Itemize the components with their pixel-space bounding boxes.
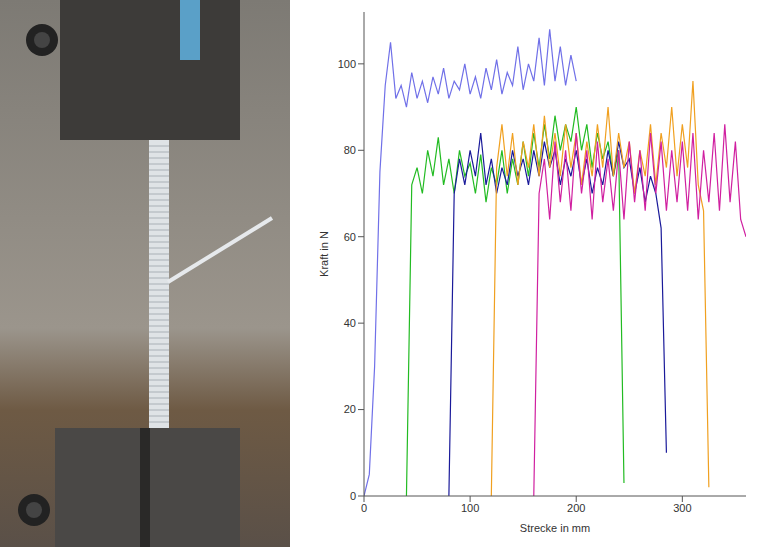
svg-text:20: 20 [344, 403, 356, 415]
svg-text:40: 40 [344, 317, 356, 329]
svg-text:80: 80 [344, 144, 356, 156]
svg-text:200: 200 [567, 502, 585, 514]
svg-text:Strecke in mm: Strecke in mm [520, 522, 590, 534]
svg-text:100: 100 [461, 502, 479, 514]
svg-text:0: 0 [361, 502, 367, 514]
svg-text:100: 100 [338, 58, 356, 70]
svg-text:300: 300 [673, 502, 691, 514]
svg-text:Kraft in N: Kraft in N [318, 231, 330, 277]
svg-text:0: 0 [350, 490, 356, 502]
svg-text:60: 60 [344, 231, 356, 243]
